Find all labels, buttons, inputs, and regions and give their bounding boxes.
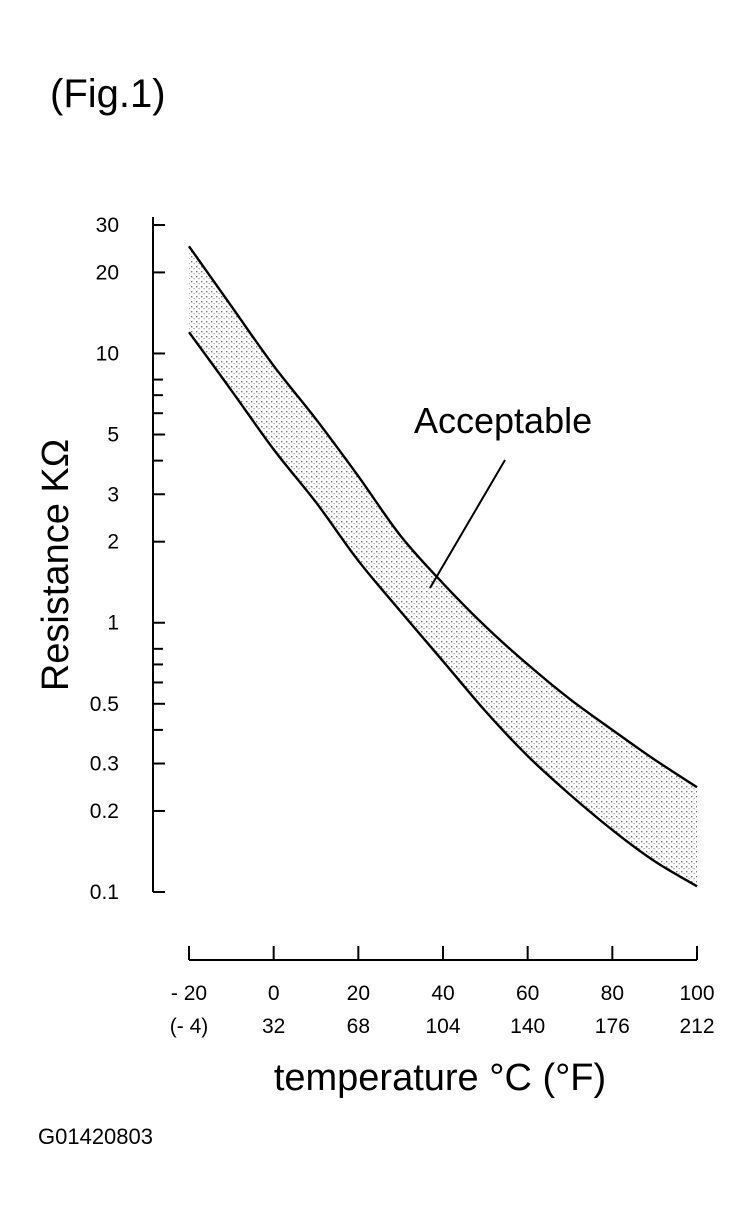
x-tick-label-celsius: 0	[268, 982, 280, 1005]
y-tick-label: 30	[96, 214, 119, 237]
y-tick-label: 0.1	[90, 881, 119, 904]
acceptable-band-group	[188, 245, 698, 888]
axes-group	[152, 217, 698, 961]
lower-limit-line	[188, 331, 698, 888]
x-tick-label-fahrenheit: 32	[262, 1015, 285, 1038]
y-axis-title: Resistance KΩ	[35, 439, 77, 691]
x-tick-label-fahrenheit: 104	[425, 1015, 460, 1038]
y-tick-label: 0.3	[90, 753, 119, 776]
acceptable-label: Acceptable	[414, 400, 592, 441]
document-code: G01420803	[38, 1124, 153, 1149]
x-tick-label-fahrenheit: 212	[679, 1015, 714, 1038]
upper-limit-line	[188, 245, 698, 789]
x-tick-label-celsius: 40	[431, 982, 454, 1005]
x-tick-label-celsius: 20	[347, 982, 370, 1005]
acceptable-leader-line	[429, 459, 506, 589]
x-tick-label-fahrenheit: (- 4)	[170, 1015, 209, 1038]
x-tick-label-celsius: 100	[679, 982, 714, 1005]
y-tick-label: 20	[96, 261, 119, 284]
x-axis-title: temperature °C (°F)	[274, 1057, 606, 1099]
y-tick-label: 10	[96, 342, 119, 365]
x-tick-label-fahrenheit: 68	[347, 1015, 370, 1038]
y-tick-label: 2	[107, 531, 119, 554]
y-tick-label: 1	[107, 612, 119, 635]
y-tick-label: 5	[107, 424, 119, 447]
x-tick-label-celsius: 80	[601, 982, 624, 1005]
acceptable-band-fill	[189, 246, 697, 887]
x-tick-label-celsius: - 20	[171, 982, 207, 1005]
y-tick-label: 0.5	[90, 693, 119, 716]
y-tick-label: 3	[107, 483, 119, 506]
x-tick-label-fahrenheit: 176	[595, 1015, 630, 1038]
x-tick-label-fahrenheit: 140	[510, 1015, 545, 1038]
x-tick-label-celsius: 60	[516, 982, 539, 1005]
y-tick-label: 0.2	[90, 800, 119, 823]
figure-label: (Fig.1)	[50, 72, 166, 116]
